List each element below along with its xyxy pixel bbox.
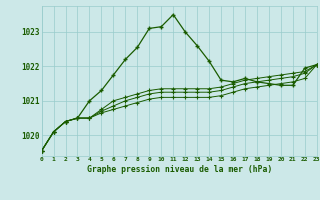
X-axis label: Graphe pression niveau de la mer (hPa): Graphe pression niveau de la mer (hPa) — [87, 165, 272, 174]
